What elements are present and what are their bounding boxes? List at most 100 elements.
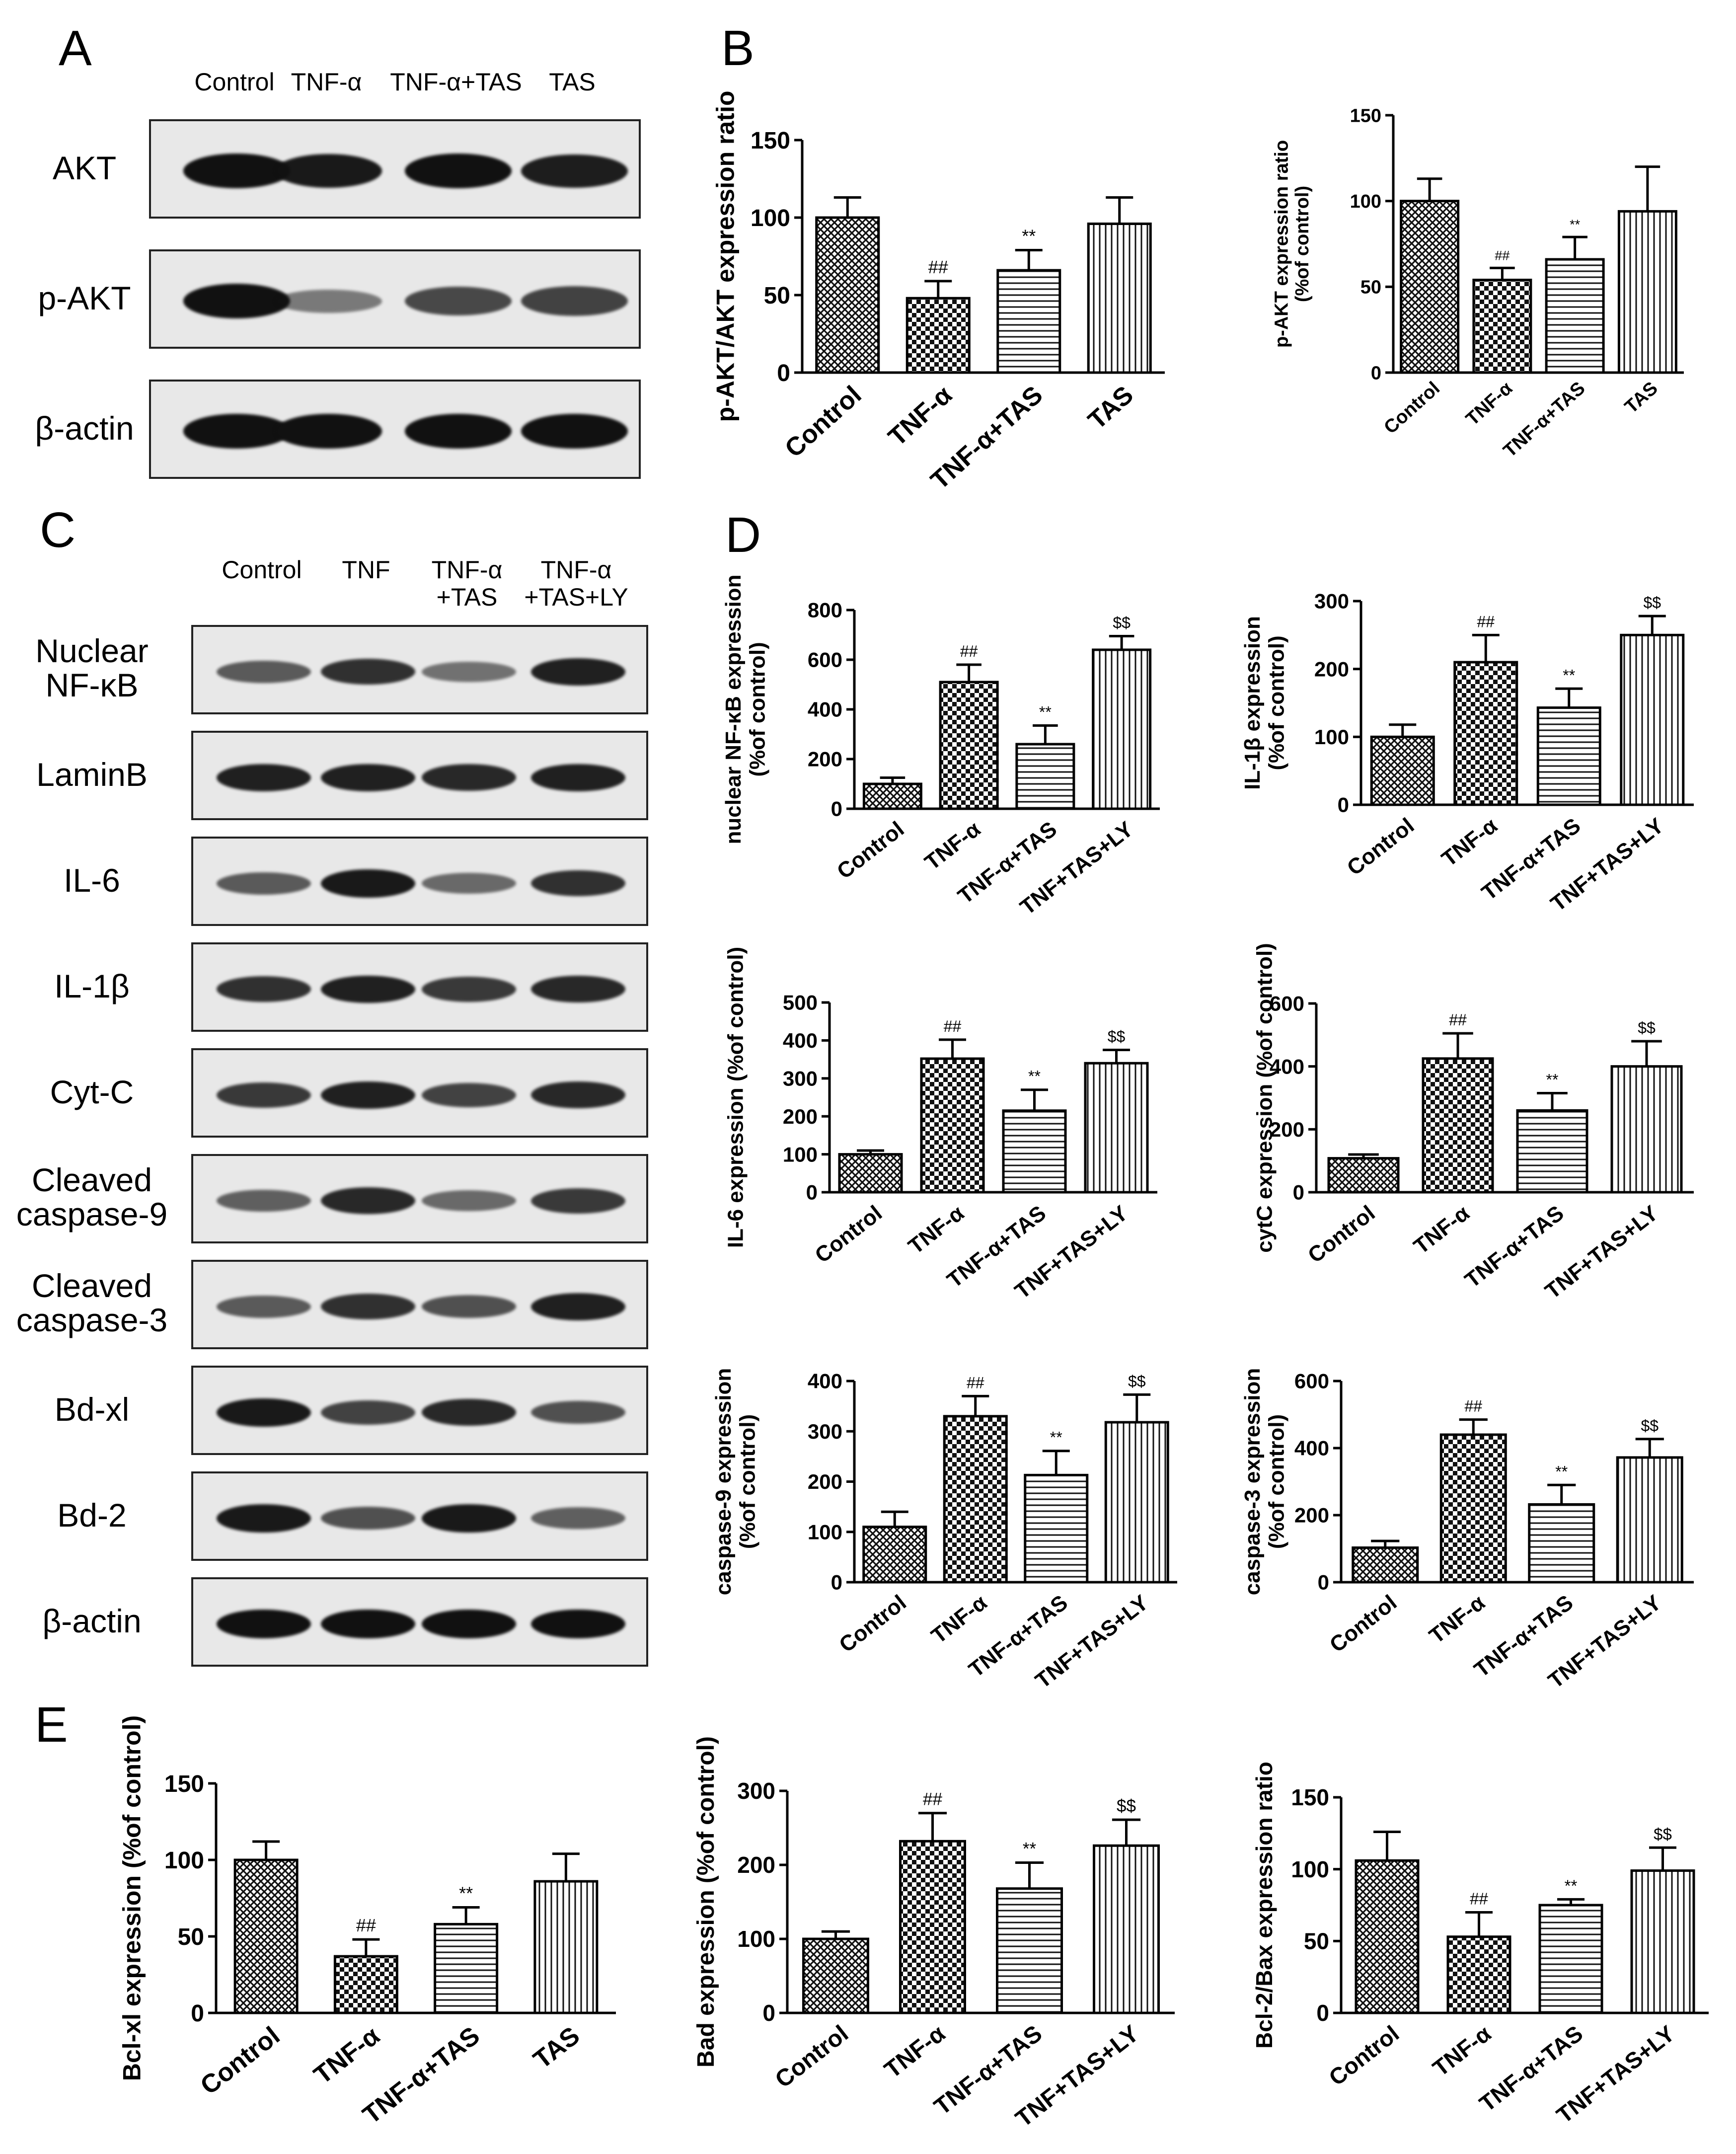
- blot-band: [217, 1082, 311, 1108]
- blot-band: [521, 414, 628, 449]
- y-axis-label: cytC expression (%of control): [1252, 943, 1277, 1252]
- blot-strip: [191, 1366, 648, 1455]
- y-tick-label: 0: [831, 1571, 842, 1594]
- x-tick-label: TNF-α: [1428, 2020, 1496, 2081]
- y-tick-label: 300: [808, 1420, 842, 1443]
- y-axis-label: (%of control): [746, 642, 770, 776]
- blot-band: [422, 1610, 516, 1638]
- y-tick-label: 150: [1291, 1784, 1329, 1810]
- blot-band: [422, 1399, 516, 1426]
- y-tick-label: 400: [808, 698, 842, 721]
- blot-label: Bd-xl: [54, 1391, 130, 1428]
- blot-band: [275, 289, 382, 313]
- y-tick-label: 300: [737, 1778, 775, 1804]
- x-tick-label: Control: [1343, 813, 1419, 880]
- y-axis-label: caspase-9 expression: [711, 1368, 736, 1595]
- blot-band: [531, 1293, 625, 1320]
- y-axis-label: (%of control): [736, 1414, 760, 1549]
- y-tick-label: 100: [737, 1926, 775, 1952]
- significance-mark: **: [1565, 1876, 1578, 1895]
- x-tick-label: Control: [195, 2021, 285, 2101]
- blot-label: β-actin: [35, 410, 134, 447]
- y-tick-label: 0: [777, 360, 790, 386]
- y-axis-label: nuclear NF-κB expression: [721, 575, 746, 845]
- blot-band: [422, 1082, 516, 1107]
- y-axis-label: p-AKT/AKT expression ratio: [712, 91, 740, 422]
- blot-label: Cyt-C: [50, 1074, 134, 1110]
- bar: [939, 681, 999, 810]
- bar: [1617, 210, 1677, 374]
- y-tick-label: 100: [164, 1847, 204, 1874]
- significance-mark: $$: [1113, 614, 1131, 632]
- significance-mark: $$: [1643, 594, 1661, 612]
- blot-band: [217, 872, 311, 895]
- blot-band: [404, 414, 512, 449]
- x-tick-label: TNF-α: [308, 2021, 385, 2090]
- y-tick-label: 100: [751, 205, 790, 231]
- y-tick-label: 200: [737, 1852, 775, 1878]
- blot-band: [521, 286, 628, 316]
- blot-strip: [191, 625, 648, 714]
- y-tick-label: 0: [1293, 1181, 1304, 1204]
- blot-band: [531, 764, 625, 791]
- y-tick-label: 200: [808, 1470, 842, 1493]
- significance-mark: ##: [928, 257, 948, 277]
- y-tick-label: 100: [1314, 725, 1349, 749]
- bar: [862, 1526, 927, 1584]
- bar: [1093, 1844, 1160, 2014]
- bar: [1084, 1062, 1149, 1194]
- bar: [996, 1887, 1063, 2014]
- y-axis-label: caspase-3 expression: [1240, 1368, 1265, 1595]
- lane-label: TAS: [549, 68, 596, 96]
- bar: [1087, 222, 1152, 374]
- chart-d3: 0 100 200 300 400 500 IL-6 expression (%of con…: [723, 947, 1157, 1304]
- blot-label: Cleaved caspase-9: [16, 1161, 168, 1233]
- bar: [333, 1955, 398, 2014]
- bar: [996, 269, 1061, 374]
- blot-strip: [191, 731, 648, 820]
- y-tick-label: 300: [783, 1067, 818, 1090]
- bar: [533, 1880, 599, 2014]
- significance-mark: ##: [944, 1017, 962, 1035]
- y-tick-label: 100: [1291, 1856, 1329, 1882]
- y-tick-label: 200: [1270, 1118, 1304, 1141]
- panel-letter-c: C: [40, 502, 76, 558]
- bar: [1620, 633, 1685, 806]
- blot-band: [422, 976, 516, 1002]
- blot-band: [217, 1504, 311, 1533]
- y-tick-label: 600: [1294, 1370, 1329, 1393]
- x-tick-label: Control: [811, 1201, 887, 1268]
- y-tick-label: 500: [783, 991, 818, 1014]
- blot-band: [275, 414, 382, 449]
- bar: [1630, 1869, 1695, 2014]
- blot-strip: [191, 1260, 648, 1349]
- blot-band: [183, 284, 290, 318]
- chart-d5: 0 100 200 300 400 caspase-9 expression (%of co…: [711, 1368, 1177, 1693]
- chart-d2: 0 100 200 300 IL-1β expression (%of control) C…: [1240, 590, 1694, 916]
- bar: [815, 216, 880, 374]
- blot-band: [531, 1401, 625, 1424]
- blot-strip: [191, 837, 648, 926]
- y-tick-label: 50: [1304, 1928, 1329, 1954]
- panel-letter-d: D: [725, 507, 761, 563]
- blot-band: [321, 1400, 415, 1425]
- y-tick-label: 0: [762, 2000, 775, 2026]
- bar: [1453, 661, 1518, 806]
- panel-letter-b: B: [721, 20, 755, 76]
- y-tick-label: 600: [1270, 992, 1304, 1015]
- blot-band: [321, 1294, 415, 1319]
- significance-mark: ##: [1495, 248, 1510, 263]
- y-tick-label: 0: [191, 2000, 204, 2027]
- bar: [1439, 1433, 1507, 1584]
- chart-b2: 0 50 100 150 p-AKT expression ratio (%of cont…: [1271, 105, 1684, 462]
- lane-label: TNF-α+TAS: [390, 68, 522, 96]
- blot-strip: [191, 1577, 648, 1667]
- y-tick-label: 150: [751, 128, 790, 154]
- x-tick-label: Control: [834, 1590, 910, 1657]
- panel-letter-e: E: [35, 1697, 68, 1753]
- blot-band: [321, 1610, 415, 1638]
- y-axis-label: Bad expression (%of control): [693, 1736, 719, 2068]
- blot-label: IL-1β: [54, 968, 130, 1004]
